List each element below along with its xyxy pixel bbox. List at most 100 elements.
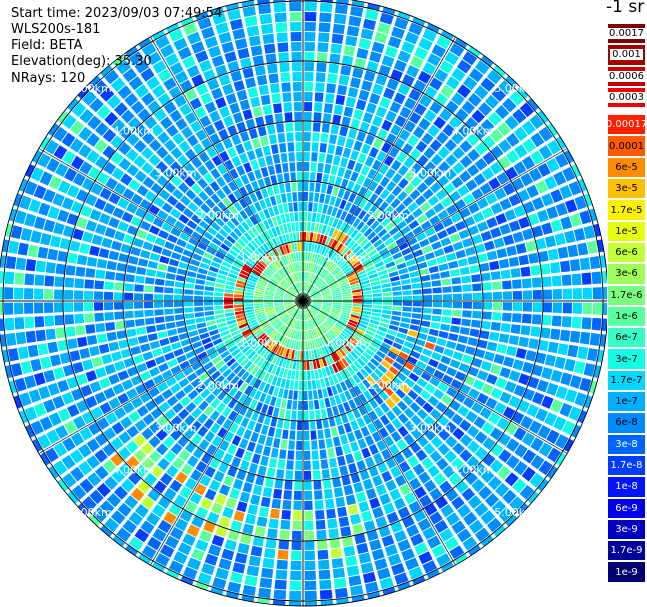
beta-gate-cell — [205, 198, 216, 209]
beta-gate-cell — [128, 179, 141, 192]
beta-gate-cell — [438, 161, 451, 173]
beta-gate-cell — [234, 290, 244, 295]
beta-gate-cell — [410, 318, 421, 325]
beta-gate-cell — [356, 417, 366, 428]
beta-gate-cell — [478, 102, 493, 117]
beta-gate-cell — [495, 104, 510, 120]
beta-gate-cell — [260, 359, 268, 370]
beta-gate-cell — [488, 412, 501, 425]
beta-gate-cell — [426, 335, 437, 344]
beta-gate-cell — [415, 449, 428, 462]
beta-gate-cell — [117, 370, 129, 381]
beta-gate-cell — [374, 184, 384, 196]
beta-gate-cell — [379, 201, 389, 212]
beta-gate-cell — [185, 243, 196, 252]
beta-gate-cell — [334, 338, 343, 347]
beta-gate-cell — [212, 256, 223, 264]
beta-gate-cell — [280, 378, 286, 388]
beta-gate-cell — [287, 276, 293, 285]
beta-gate-cell — [184, 313, 195, 319]
beta-gate-cell — [410, 176, 422, 188]
beta-gate-cell — [169, 258, 180, 267]
beta-gate-cell — [422, 295, 433, 301]
beta-gate-cell — [217, 163, 228, 175]
beta-gate-cell — [407, 202, 419, 213]
beta-gate-cell — [121, 478, 135, 493]
beta-gate-cell — [324, 356, 331, 366]
beta-gate-cell — [304, 92, 313, 102]
beta-gate-cell — [312, 359, 317, 370]
beta-gate-cell — [544, 354, 556, 367]
beta-gate-cell — [311, 305, 321, 310]
beta-gate-cell — [324, 215, 330, 225]
beta-gate-cell — [404, 420, 416, 432]
beta-gate-cell — [420, 274, 431, 282]
beta-gate-cell — [207, 381, 218, 392]
beta-gate-cell — [275, 307, 285, 312]
beta-gate-cell — [126, 328, 137, 338]
beta-gate-cell — [268, 134, 277, 145]
beta-gate-cell — [350, 420, 359, 431]
beta-gate-cell — [296, 430, 303, 441]
beta-gate-cell — [370, 281, 381, 286]
beta-gate-cell — [288, 307, 296, 314]
beta-gate-cell — [295, 252, 299, 262]
beta-gate-cell — [451, 520, 466, 535]
beta-gate-cell — [363, 333, 374, 341]
beta-gate-cell — [304, 310, 307, 320]
beta-gate-cell — [137, 108, 151, 122]
beta-gate-cell — [325, 226, 331, 236]
beta-gate-cell — [350, 118, 361, 130]
beta-gate-cell — [285, 305, 295, 310]
beta-gate-cell — [145, 190, 157, 203]
beta-gate-cell — [482, 453, 496, 467]
beta-gate-cell — [397, 400, 408, 412]
beta-gate-cell — [257, 434, 266, 445]
beta-gate-cell — [489, 161, 503, 175]
beta-gate-cell — [459, 266, 470, 275]
beta-gate-cell — [233, 390, 243, 401]
beta-gate-cell — [43, 219, 56, 233]
beta-gate-cell — [199, 372, 210, 382]
beta-gate-cell — [69, 449, 84, 464]
beta-gate-cell — [254, 169, 263, 180]
beta-gate-cell — [527, 98, 539, 111]
beta-gate-cell — [337, 403, 345, 414]
beta-gate-cell — [335, 145, 344, 156]
beta-gate-cell — [424, 208, 436, 219]
beta-gate-cell — [222, 368, 232, 378]
beta-gate-cell — [344, 355, 353, 365]
beta-gate-cell — [561, 316, 572, 328]
beta-gate-cell — [142, 241, 154, 251]
beta-gate-cell — [445, 512, 460, 526]
beta-gate-cell — [579, 257, 591, 271]
beta-gate-cell — [316, 379, 321, 389]
beta-gate-cell — [405, 259, 416, 267]
beta-gate-cell — [391, 172, 403, 184]
beta-gate-cell — [262, 243, 270, 253]
beta-gate-cell — [399, 483, 412, 496]
beta-gate-cell — [287, 289, 296, 296]
beta-gate-cell — [321, 307, 331, 312]
beta-gate-cell — [490, 145, 504, 159]
beta-gate-cell — [491, 87, 507, 102]
range-ring-label: 2.00km — [197, 209, 239, 222]
beta-gate-cell — [266, 287, 275, 292]
beta-gate-cell — [59, 352, 71, 364]
beta-gate-cell — [209, 266, 219, 273]
beta-gate-cell — [318, 267, 324, 276]
beta-gate-cell — [128, 471, 142, 485]
beta-gate-cell — [445, 252, 457, 262]
beta-gate-cell — [337, 84, 348, 96]
beta-gate-cell — [184, 162, 196, 174]
beta-gate-cell — [233, 227, 243, 237]
beta-gate-cell — [538, 460, 553, 476]
beta-gate-cell — [341, 345, 349, 355]
beta-gate-cell — [244, 292, 254, 296]
beta-gate-cell — [546, 382, 559, 396]
beta-gate-cell — [48, 175, 62, 190]
beta-gate-cell — [329, 314, 338, 321]
beta-gate-cell — [265, 289, 275, 294]
beta-gate-cell — [363, 70, 376, 82]
beta-gate-cell — [131, 397, 143, 409]
